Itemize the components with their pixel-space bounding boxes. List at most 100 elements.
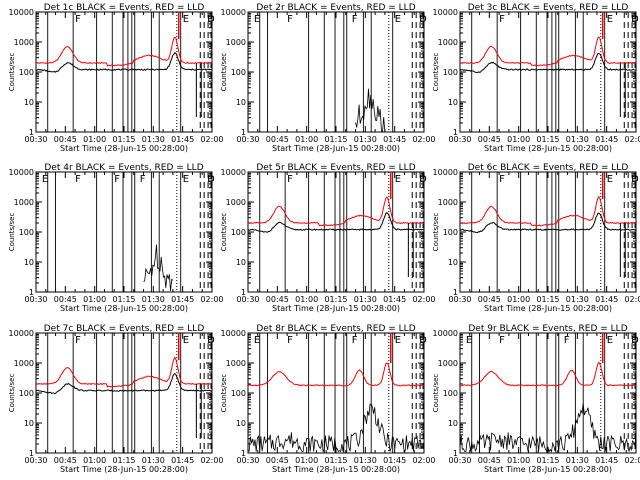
detector-panel: Det 1c BLACK = Events, RED = LLD 1 10 100 10… — [8, 3, 224, 153]
marker-annotation: D — [631, 335, 639, 346]
x-tick-label: 00:45 — [478, 135, 501, 144]
x-tick-label: 02:00 — [412, 295, 435, 304]
y-tick-label: 10 — [236, 258, 246, 267]
y-tick-label: 10000 — [433, 168, 458, 177]
events-series-line — [143, 244, 174, 292]
y-tick-label: 1 — [241, 288, 246, 297]
plot-frame — [247, 11, 425, 133]
lld-series-line — [248, 196, 424, 227]
panel-title: Det 9r BLACK = Events, RED = LLD — [468, 324, 627, 334]
panel-title: Det 5r BLACK = Events, RED = LLD — [256, 163, 415, 173]
panel-title: Det 3c BLACK = Events, RED = LLD — [468, 3, 629, 13]
x-tick-label: 01:30 — [142, 135, 165, 144]
y-tick-label: 1000 — [438, 359, 458, 368]
y-tick-label: 10 — [448, 98, 458, 107]
marker-annotation: E — [254, 335, 260, 346]
x-tick-label: 01:00 — [83, 295, 106, 304]
x-axis-label: Start Time (28-Jun-15 00:28:00) — [272, 144, 400, 153]
y-tick-label: 10000 — [221, 168, 246, 177]
marker-annotation: E — [42, 174, 48, 185]
x-tick-label: 01:45 — [383, 295, 406, 304]
y-tick-label: 10 — [24, 258, 34, 267]
series-group — [460, 12, 636, 117]
marker-annotation: D — [207, 14, 215, 25]
x-tick-label: 01:30 — [354, 295, 377, 304]
plot-frame — [35, 332, 213, 454]
y-axis-label: Counts/sec — [432, 374, 440, 413]
x-axis-label: Start Time (28-Jun-15 00:28:00) — [272, 465, 400, 474]
x-tick-label: 01:45 — [171, 456, 194, 465]
plot-frame — [247, 332, 425, 454]
series-group — [36, 333, 212, 438]
marker-annotation: F — [75, 14, 81, 25]
x-tick-label: 01:15 — [324, 456, 347, 465]
x-tick-label: 00:30 — [236, 135, 259, 144]
x-tick-label: 00:30 — [448, 295, 471, 304]
y-axis-label: Counts/sec — [220, 374, 228, 413]
x-tick-label: 01:00 — [507, 135, 530, 144]
y-tick-label: 1000 — [438, 38, 458, 47]
plot-frame — [459, 332, 637, 454]
marker-annotation: D — [207, 174, 215, 185]
y-tick-label: 1 — [29, 288, 34, 297]
x-tick-label: 00:45 — [266, 135, 289, 144]
y-tick-label: 10 — [448, 419, 458, 428]
marker-annotation: F — [140, 174, 146, 185]
series-group — [460, 172, 636, 277]
marker-annotation: D — [631, 14, 639, 25]
x-tick-label: 00:45 — [54, 295, 77, 304]
detector-panel: Det 7c BLACK = Events, RED = LLD 1 10 100 10… — [8, 324, 224, 474]
y-tick-label: 10 — [24, 419, 34, 428]
x-tick-label: 01:45 — [383, 456, 406, 465]
x-tick-label: 01:30 — [142, 456, 165, 465]
x-tick-label: 00:45 — [478, 456, 501, 465]
panel-title: Det 8r BLACK = Events, RED = LLD — [256, 324, 415, 334]
y-tick-label: 100 — [19, 389, 34, 398]
marker-annotation: D — [419, 14, 427, 25]
x-tick-label: 00:30 — [24, 135, 47, 144]
x-axis-label: Start Time (28-Jun-15 00:28:00) — [60, 144, 188, 153]
marker-annotation: E — [607, 14, 613, 25]
marker-annotation: F — [114, 174, 120, 185]
events-series-line — [248, 403, 424, 453]
x-axis-label: Start Time (28-Jun-15 00:28:00) — [484, 304, 612, 313]
x-tick-label: 01:15 — [324, 295, 347, 304]
y-tick-label: 10 — [236, 98, 246, 107]
marker-annotation: F — [287, 14, 293, 25]
marker-annotation: E — [607, 174, 613, 185]
x-tick-label: 00:30 — [448, 135, 471, 144]
marker-annotation: E — [183, 174, 189, 185]
y-tick-label: 1000 — [226, 198, 246, 207]
x-tick-label: 01:30 — [354, 135, 377, 144]
y-tick-label: 1 — [453, 128, 458, 137]
y-axis-label: Counts/sec — [432, 53, 440, 92]
y-tick-label: 10000 — [221, 329, 246, 338]
x-tick-label: 01:15 — [112, 135, 135, 144]
detector-panel: Det 2r BLACK = Events, RED = LLD 1 10 100 10… — [220, 3, 436, 153]
y-tick-label: 10000 — [433, 329, 458, 338]
x-tick-label: 00:45 — [54, 456, 77, 465]
x-tick-label: 01:30 — [566, 295, 589, 304]
y-tick-label: 100 — [443, 68, 458, 77]
y-tick-label: 10000 — [9, 168, 34, 177]
marker-annotation: E — [183, 14, 189, 25]
plot-frame — [35, 11, 213, 133]
y-tick-label: 1000 — [226, 359, 246, 368]
x-tick-label: 01:15 — [536, 135, 559, 144]
detector-panel: Det 5r BLACK = Events, RED = LLD 1 10 100 10… — [220, 163, 436, 313]
y-tick-label: 1000 — [14, 38, 34, 47]
x-tick-label: 01:30 — [566, 135, 589, 144]
x-tick-label: 01:30 — [566, 456, 589, 465]
y-tick-label: 10000 — [221, 8, 246, 17]
y-tick-label: 1000 — [14, 198, 34, 207]
x-axis-label: Start Time (28-Jun-15 00:28:00) — [272, 304, 400, 313]
y-tick-label: 1000 — [14, 359, 34, 368]
series-group — [248, 333, 424, 453]
x-tick-label: 02:00 — [200, 456, 223, 465]
x-tick-label: 00:45 — [54, 135, 77, 144]
marker-annotation: E — [395, 174, 401, 185]
y-tick-label: 100 — [19, 68, 34, 77]
marker-annotation: D — [207, 335, 215, 346]
events-series-line — [355, 88, 386, 132]
x-tick-label: 00:30 — [24, 456, 47, 465]
